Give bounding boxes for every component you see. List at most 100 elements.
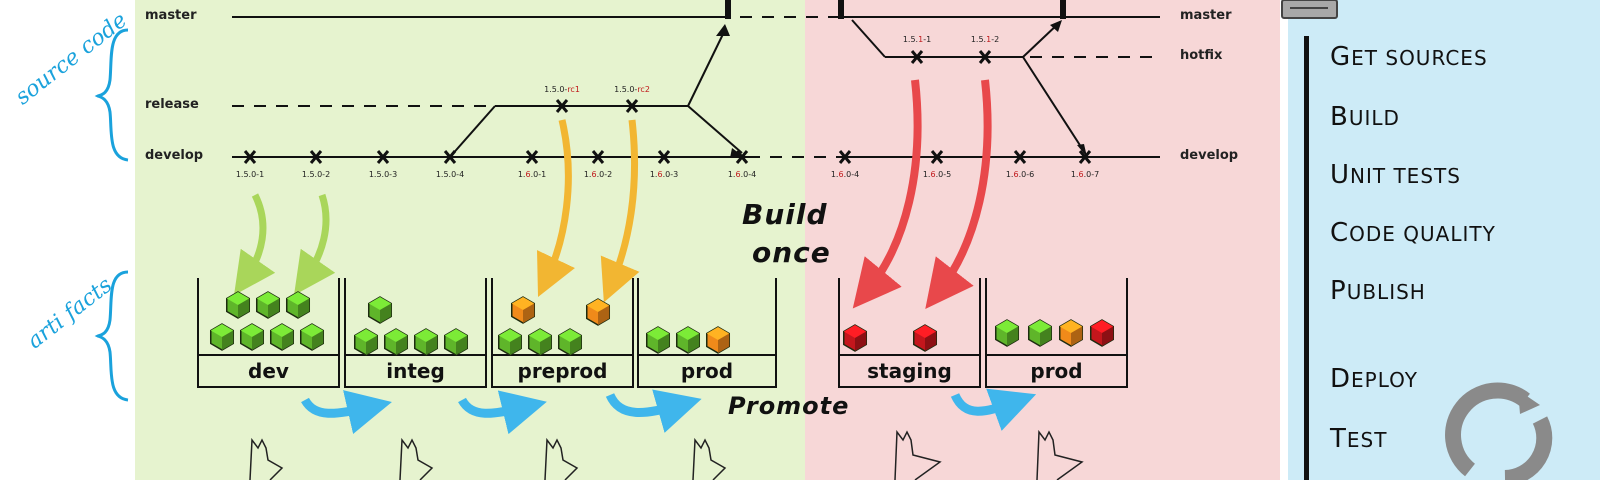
version-label: 1.6.0-1 — [517, 170, 547, 179]
artifact-cube — [299, 323, 325, 351]
build-arrow-red — [925, 79, 992, 309]
step-deploy: Deploy — [1330, 364, 1419, 394]
commit-marker — [1078, 150, 1092, 164]
branch-label-develop: develop — [145, 148, 204, 163]
server-icon — [894, 429, 942, 480]
server-icon — [249, 437, 284, 480]
commit-marker — [525, 150, 539, 164]
build-arrow-green — [234, 193, 276, 296]
build-arrow-green — [294, 193, 336, 296]
commit-marker — [657, 150, 671, 164]
branch-label-develop-right: develop — [1180, 148, 1239, 163]
version-label-rc: 1.5.0-rc2 — [614, 85, 650, 94]
release-fork — [449, 105, 496, 158]
step-test: Test — [1330, 424, 1388, 454]
version-label: 1.6.0-2 — [583, 170, 613, 179]
bin-label: integ — [346, 354, 485, 386]
artifacts-brace — [94, 270, 129, 402]
artifact-cube — [225, 291, 251, 319]
server-icon — [692, 437, 727, 480]
step-publish: Publish — [1330, 276, 1426, 306]
artifact-cube — [510, 296, 536, 324]
artifact-cube — [255, 291, 281, 319]
build-arrow-orange — [600, 119, 640, 303]
artifact-cube — [413, 328, 439, 356]
hotfix-to-develop — [1022, 56, 1086, 154]
commit-marker — [309, 150, 323, 164]
version-label: 1.5.0-4 — [435, 170, 465, 179]
artifact-cube — [705, 326, 731, 354]
artifact-cube — [285, 291, 311, 319]
commit-marker — [1013, 150, 1027, 164]
version-label: 1.6.0-5 — [922, 170, 952, 179]
artifact-cube — [645, 326, 671, 354]
bin-label: prod — [987, 354, 1126, 386]
artifact-cube — [585, 298, 611, 326]
artifact-cube — [443, 328, 469, 356]
hotfix-fork — [851, 19, 886, 58]
artifact-cube — [994, 319, 1020, 347]
arrowhead-hotfix-master — [1050, 20, 1062, 32]
bin-label: dev — [199, 354, 338, 386]
artifact-bin-staging: staging — [838, 278, 981, 388]
artifact-cube — [367, 296, 393, 324]
artifact-cube — [557, 328, 583, 356]
promote-arrow — [605, 389, 702, 433]
branch-label-hotfix: hotfix — [1180, 48, 1223, 63]
source-code-brace — [94, 28, 129, 162]
server-icon — [1036, 429, 1084, 480]
step-code-quality: Code quality — [1330, 218, 1496, 248]
artifact-cube — [842, 324, 868, 352]
commit-marker — [978, 50, 992, 64]
version-label: 1.5.0-1 — [235, 170, 265, 179]
artifact-bin-prod-right: prod — [985, 278, 1128, 388]
server-icon — [544, 437, 579, 480]
bin-label: preprod — [493, 354, 632, 386]
release-to-develop — [687, 105, 743, 154]
artifact-cube — [209, 323, 235, 351]
commit-marker — [910, 50, 924, 64]
branch-label-release: release — [145, 97, 199, 112]
commit-marker — [591, 150, 605, 164]
promote-arrow — [458, 390, 547, 435]
promote-arrow — [301, 390, 392, 434]
bin-label: prod — [639, 354, 775, 386]
artifact-bin-prod: prod — [637, 278, 777, 388]
release-to-master — [687, 29, 726, 107]
artifact-bin-dev: dev — [197, 278, 340, 388]
commit-marker — [443, 150, 457, 164]
artifact-cube — [527, 328, 553, 356]
step-get-sources: Get sources — [1330, 42, 1488, 72]
branch-label-master-right: master — [1180, 8, 1232, 23]
artifact-cube — [383, 328, 409, 356]
arrowhead-hotfix-develop — [1077, 144, 1087, 157]
step-unit-tests: Unit tests — [1330, 160, 1461, 190]
version-label-rc: 1.5.0-rc1 — [544, 85, 580, 94]
commit-marker — [735, 150, 749, 164]
artifact-bin-integ: integ — [344, 278, 487, 388]
commit-marker — [838, 150, 852, 164]
version-label: 1.6.0-6 — [1005, 170, 1035, 179]
artifact-cube — [1089, 319, 1115, 347]
build-arrow-red — [852, 79, 922, 309]
pipeline-steps-panel — [1288, 0, 1600, 480]
commit-marker — [243, 150, 257, 164]
artifact-cube — [353, 328, 379, 356]
version-label-hotfix: 1.5.1-1 — [902, 35, 932, 44]
promote-arrow — [950, 388, 1037, 431]
commit-marker — [625, 99, 639, 113]
build-arrow-orange — [537, 119, 575, 297]
artifact-bin-preprod: preprod — [491, 278, 634, 388]
bin-label: staging — [840, 354, 979, 386]
version-label: 1.6.0-4 — [727, 170, 757, 179]
version-label: 1.6.0-4 — [830, 170, 860, 179]
branch-label-master: master — [145, 8, 197, 23]
artifact-cube — [912, 324, 938, 352]
build-once-label-1: Build — [742, 198, 828, 231]
